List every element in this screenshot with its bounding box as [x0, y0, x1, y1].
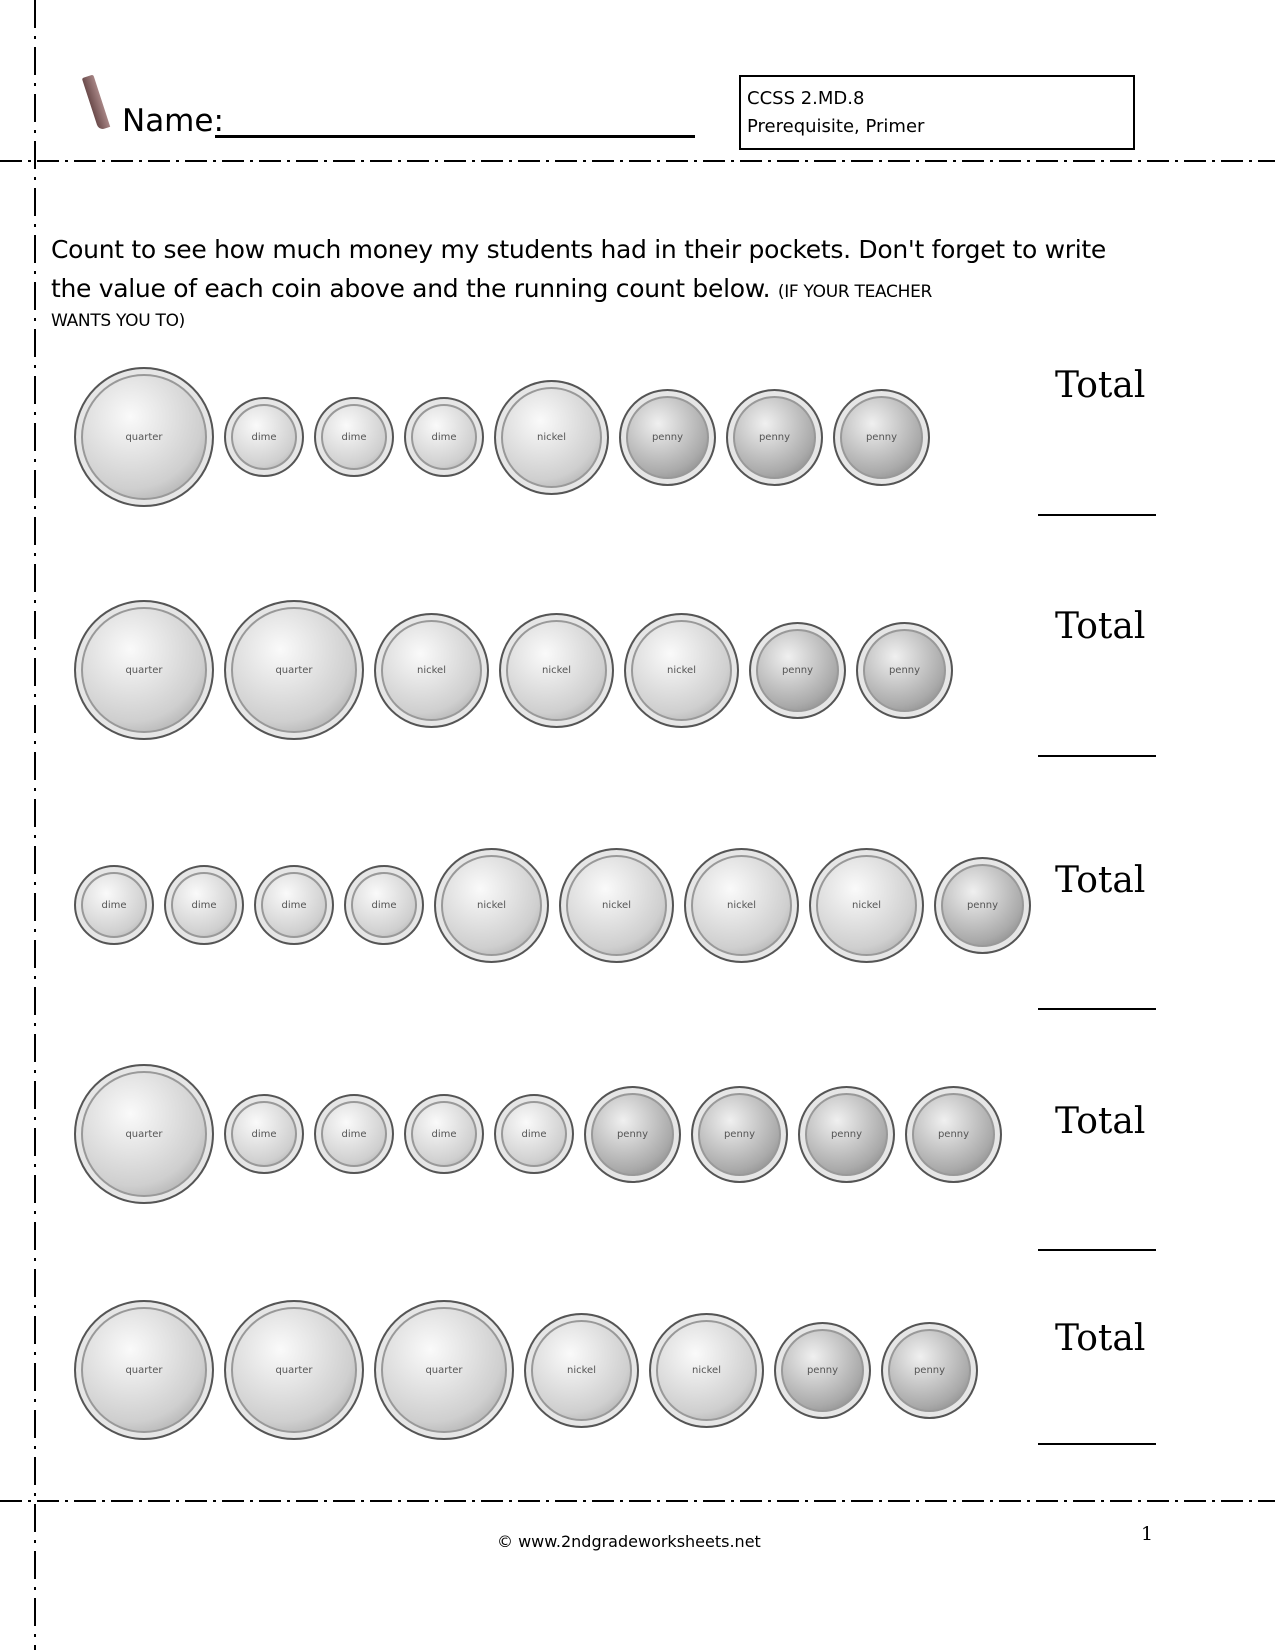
instructions-note-cont: WANTS YOU TO) — [51, 311, 185, 331]
total-label: Total — [1055, 860, 1146, 901]
penny-coin: penny — [881, 1321, 978, 1419]
dime-coin: dime — [254, 865, 334, 945]
dime-coin: dime — [344, 865, 424, 945]
quarter-coin: quarter — [374, 1300, 514, 1440]
dime-coin: dime — [404, 397, 484, 477]
dime-coin: dime — [164, 865, 244, 945]
total-label: Total — [1055, 606, 1146, 647]
standard-level: Prerequisite, Primer — [747, 116, 925, 137]
total-answer-line[interactable] — [1038, 1249, 1156, 1251]
nickel-coin: nickel — [374, 612, 489, 728]
penny-coin: penny — [691, 1085, 788, 1183]
nickel-coin: nickel — [684, 847, 799, 963]
nickel-coin: nickel — [499, 612, 614, 728]
copyright: © www.2ndgradeworksheets.net — [497, 1532, 761, 1551]
coin-row: quarter quarter quarter nickel nickel penny pe… — [74, 1300, 978, 1440]
dime-coin: dime — [404, 1094, 484, 1174]
quarter-coin: quarter — [74, 600, 214, 740]
nickel-coin: nickel — [649, 1312, 764, 1428]
total-answer-line[interactable] — [1038, 755, 1156, 757]
penny-coin: penny — [798, 1085, 895, 1183]
dime-coin: dime — [314, 1094, 394, 1174]
nickel-coin: nickel — [434, 847, 549, 963]
total-label: Total — [1055, 365, 1146, 406]
total-answer-line[interactable] — [1038, 1443, 1156, 1445]
penny-coin: penny — [905, 1085, 1002, 1183]
dime-coin: dime — [224, 397, 304, 477]
dime-coin: dime — [494, 1094, 574, 1174]
left-cut-line — [34, 0, 36, 1650]
quarter-coin: quarter — [224, 600, 364, 740]
total-label: Total — [1055, 1101, 1146, 1142]
dime-coin: dime — [74, 865, 154, 945]
standard-code: CCSS 2.MD.8 — [747, 88, 865, 109]
name-label: Name: — [122, 103, 224, 139]
penny-coin: penny — [749, 621, 846, 719]
instructions-note: (IF YOUR TEACHER — [777, 282, 933, 302]
penny-coin: penny — [856, 621, 953, 719]
pencil-icon — [81, 74, 111, 131]
penny-coin: penny — [934, 856, 1031, 954]
total-label: Total — [1055, 1318, 1146, 1359]
nickel-coin: nickel — [524, 1312, 639, 1428]
nickel-coin: nickel — [809, 847, 924, 963]
name-field-line[interactable] — [215, 135, 695, 138]
top-cut-line — [0, 160, 1275, 162]
penny-coin: penny — [833, 388, 930, 486]
nickel-coin: nickel — [559, 847, 674, 963]
page-number: 1 — [1141, 1523, 1154, 1545]
standard-box: CCSS 2.MD.8 Prerequisite, Primer — [739, 75, 1135, 150]
coin-row: dime dime dime dime nickel nickel nickel nickel… — [74, 835, 1031, 975]
penny-coin: penny — [619, 388, 716, 486]
quarter-coin: quarter — [74, 1064, 214, 1204]
bottom-cut-line — [0, 1500, 1275, 1502]
quarter-coin: quarter — [74, 1300, 214, 1440]
penny-coin: penny — [774, 1321, 871, 1419]
quarter-coin: quarter — [74, 367, 214, 507]
penny-coin: penny — [726, 388, 823, 486]
instructions: Count to see how much money my students … — [51, 230, 1111, 330]
dime-coin: dime — [314, 397, 394, 477]
dime-coin: dime — [224, 1094, 304, 1174]
instructions-main: Count to see how much money my students … — [51, 235, 1106, 303]
coin-row: quarter dime dime dime nickel penny penny penny — [74, 367, 930, 507]
total-answer-line[interactable] — [1038, 514, 1156, 516]
nickel-coin: nickel — [494, 379, 609, 495]
quarter-coin: quarter — [224, 1300, 364, 1440]
nickel-coin: nickel — [624, 612, 739, 728]
coin-row: quarter quarter nickel nickel nickel penny pen… — [74, 600, 953, 740]
coin-row: quarter dime dime dime dime penny penny penny pe… — [74, 1064, 1002, 1204]
penny-coin: penny — [584, 1085, 681, 1183]
total-answer-line[interactable] — [1038, 1008, 1156, 1010]
